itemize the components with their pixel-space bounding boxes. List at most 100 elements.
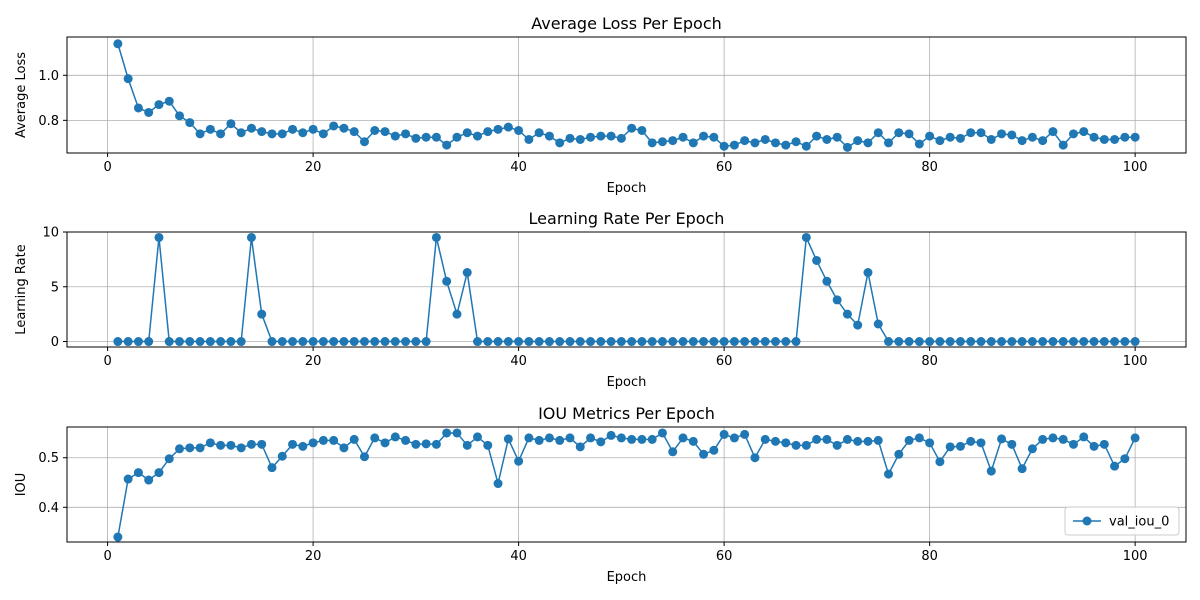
data-point [997, 434, 1007, 444]
data-point [1038, 337, 1048, 347]
data-point [329, 337, 339, 347]
data-point [452, 132, 462, 142]
data-point [863, 268, 873, 278]
data-point [185, 443, 195, 453]
data-point [575, 337, 585, 347]
data-point [421, 132, 431, 142]
data-point [657, 137, 667, 147]
data-point [904, 337, 914, 347]
data-point [842, 434, 852, 444]
data-point [925, 438, 935, 448]
data-point [1027, 337, 1037, 347]
legend-label: val_iou_0 [1109, 515, 1169, 530]
data-point [1079, 432, 1089, 442]
y-axis-label: Average Loss [14, 52, 29, 138]
data-point [205, 124, 215, 134]
data-point [359, 452, 369, 462]
data-point [781, 438, 791, 448]
data-point [832, 295, 842, 305]
data-point [688, 138, 698, 148]
x-tick-label: 40 [510, 354, 527, 369]
data-point [452, 309, 462, 319]
data-point [370, 337, 380, 347]
data-point [462, 268, 472, 278]
data-point [668, 447, 678, 457]
data-point [1079, 127, 1089, 137]
y-tick-label: 5 [51, 280, 59, 295]
data-point [226, 119, 236, 129]
data-point [1120, 337, 1130, 347]
x-tick-label: 20 [305, 354, 322, 369]
data-point [123, 74, 133, 84]
legend-marker [1082, 516, 1092, 526]
data-point [144, 475, 154, 485]
data-point [288, 337, 298, 347]
data-point [791, 337, 801, 347]
data-point [1089, 441, 1099, 451]
data-point [555, 435, 565, 445]
legend-box [1064, 506, 1180, 536]
x-tick-label: 0 [103, 354, 111, 369]
data-point [514, 125, 524, 135]
x-tick-label: 60 [716, 549, 733, 564]
data-point [123, 337, 133, 347]
data-point [699, 337, 709, 347]
data-point [925, 337, 935, 347]
data-point [884, 138, 894, 148]
data-point [1017, 136, 1027, 146]
data-point [945, 442, 955, 452]
x-tick-label: 20 [305, 549, 322, 564]
data-point [195, 443, 205, 453]
data-point [175, 111, 185, 121]
data-point [637, 337, 647, 347]
data-point [637, 434, 647, 444]
data-point [729, 433, 739, 443]
data-point [246, 232, 256, 242]
data-point [524, 134, 534, 144]
data-point [678, 132, 688, 142]
data-point [740, 429, 750, 439]
data-point [873, 319, 883, 329]
data-point [760, 337, 770, 347]
data-point [524, 337, 534, 347]
data-point [575, 134, 585, 144]
data-point [1130, 337, 1140, 347]
data-point [976, 337, 986, 347]
data-point [113, 39, 123, 49]
data-point [267, 337, 277, 347]
data-point [1110, 337, 1120, 347]
data-point [1130, 433, 1140, 443]
data-point [894, 449, 904, 459]
data-point [349, 434, 359, 444]
data-point [544, 337, 554, 347]
data-point [596, 337, 606, 347]
data-point [339, 337, 349, 347]
x-tick-label: 40 [510, 160, 527, 175]
data-point [298, 128, 308, 138]
data-point [370, 125, 380, 135]
data-point [257, 309, 267, 319]
data-point [1130, 132, 1140, 142]
data-point [113, 337, 123, 347]
data-point [884, 469, 894, 479]
data-point [401, 129, 411, 139]
data-point [1027, 444, 1037, 454]
data-point [822, 434, 832, 444]
data-point [339, 443, 349, 453]
data-point [133, 468, 143, 478]
data-point [185, 337, 195, 347]
data-point [1068, 129, 1078, 139]
data-point [205, 337, 215, 347]
data-point [329, 435, 339, 445]
data-point [442, 140, 452, 150]
data-point [894, 337, 904, 347]
data-point [863, 436, 873, 446]
data-point [1007, 130, 1017, 140]
data-point [1099, 134, 1109, 144]
data-point [216, 337, 226, 347]
data-point [1110, 134, 1120, 144]
data-point [1038, 136, 1048, 146]
data-point [164, 96, 174, 106]
data-point [473, 432, 483, 442]
